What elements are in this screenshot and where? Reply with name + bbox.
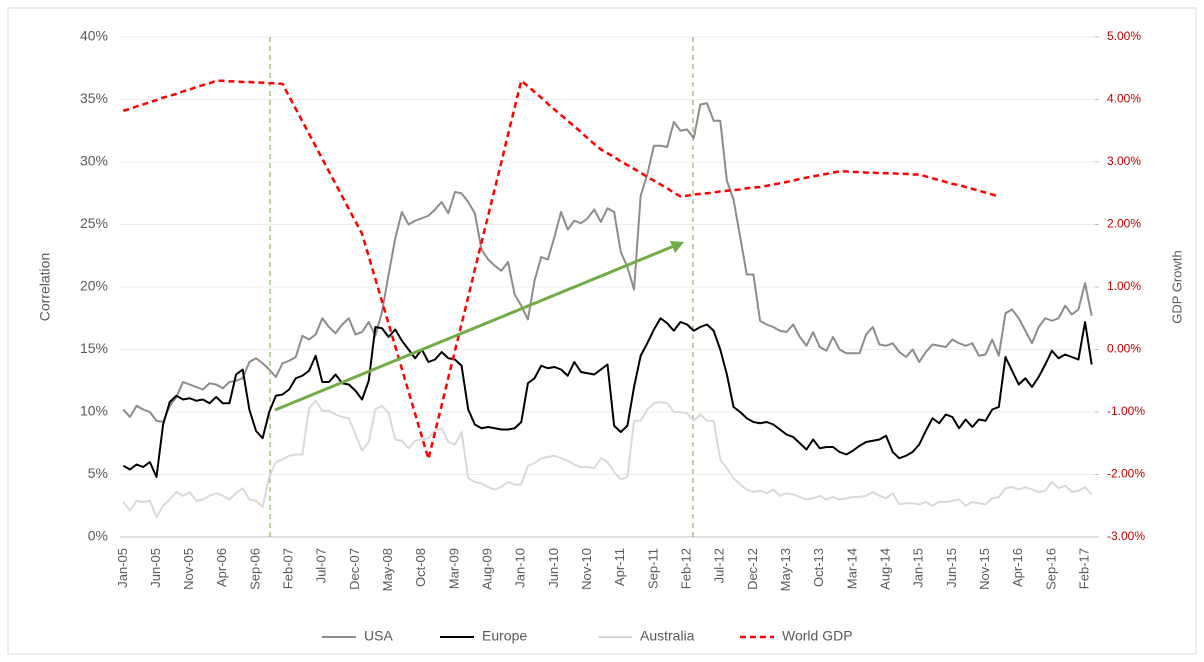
y-tick-label: 35% [80, 90, 108, 106]
series-line [122, 317, 1093, 478]
x-tick-label: Sep-16 [1043, 548, 1058, 590]
y2-tick-label: -1.00% [1107, 404, 1145, 418]
series-line [122, 399, 1093, 518]
y2-tick-label: 0.00% [1107, 342, 1141, 356]
y2-tick-label: 3.00% [1107, 154, 1141, 168]
x-tick-label: Jun-15 [944, 548, 959, 588]
y2-axis-title: GDP Growth [1169, 250, 1184, 323]
x-tick-label: May-13 [778, 548, 793, 591]
x-tick-label: Jul-07 [314, 548, 329, 583]
x-tick-label: Apr-11 [612, 548, 627, 586]
x-tick-label: Jul-12 [712, 548, 727, 583]
series-line [122, 79, 1000, 461]
x-tick-label: Mar-14 [844, 548, 859, 589]
y-tick-label: 0% [88, 528, 108, 544]
x-tick-label: Mar-09 [446, 548, 461, 589]
x-tick-label: Feb-17 [1076, 548, 1091, 589]
x-tick-label: Nov-10 [579, 548, 594, 590]
legend-label: Europe [482, 628, 527, 644]
y2-tick-label: 1.00% [1107, 279, 1141, 293]
x-tick-label: Oct-13 [811, 548, 826, 587]
x-tick-label: Dec-07 [347, 548, 362, 590]
y-tick-label: 20% [80, 278, 108, 294]
grid [120, 36, 1095, 538]
series-line [122, 102, 1093, 423]
x-tick-label: Nov-05 [181, 548, 196, 590]
x-tick-label: Jun-10 [546, 548, 561, 588]
y2-tick-label: 2.00% [1107, 217, 1141, 231]
y-tick-label: 15% [80, 340, 108, 356]
legend-label: USA [364, 628, 393, 644]
chart-frame [7, 7, 1197, 655]
x-tick-label: Jan-15 [911, 548, 926, 588]
x-tick-label: May-08 [380, 548, 395, 591]
y2-tick-label: 4.00% [1107, 92, 1141, 106]
legend-label: World GDP [782, 628, 853, 644]
x-tick-label: Aug-14 [878, 548, 893, 590]
x-tick-label: Feb-07 [281, 548, 296, 589]
x-tick-label: Sep-06 [247, 548, 262, 590]
trend-arrow [274, 244, 675, 412]
y2-tick-label: -2.00% [1107, 467, 1145, 481]
x-tick-label: Jan-10 [513, 548, 528, 588]
y-tick-label: 5% [88, 465, 108, 481]
y2-tick-label: 5.00% [1107, 29, 1141, 43]
x-tick-label: Dec-12 [745, 548, 760, 590]
y-tick-label: 40% [80, 28, 108, 44]
x-tick-label: Sep-11 [645, 548, 660, 589]
x-tick-label: Apr-16 [1010, 548, 1025, 587]
y-axis-title: Correlation [37, 253, 53, 321]
y-tick-label: 30% [80, 153, 108, 169]
x-tick-label: Feb-12 [679, 548, 694, 589]
y-tick-label: 25% [80, 215, 108, 231]
legend-label: Australia [640, 628, 695, 644]
x-tick-label: Nov-15 [977, 548, 992, 590]
y2-tick-label: -3.00% [1107, 529, 1145, 543]
plot [122, 79, 1093, 518]
x-tick-label: Oct-08 [413, 548, 428, 587]
x-tick-label: Aug-09 [480, 548, 495, 590]
x-tick-label: Apr-06 [214, 548, 229, 587]
x-tick-label: Jan-05 [115, 548, 130, 588]
y-tick-label: 10% [80, 403, 108, 419]
x-tick-label: Jun-05 [148, 548, 163, 588]
arrow-head [670, 241, 684, 253]
